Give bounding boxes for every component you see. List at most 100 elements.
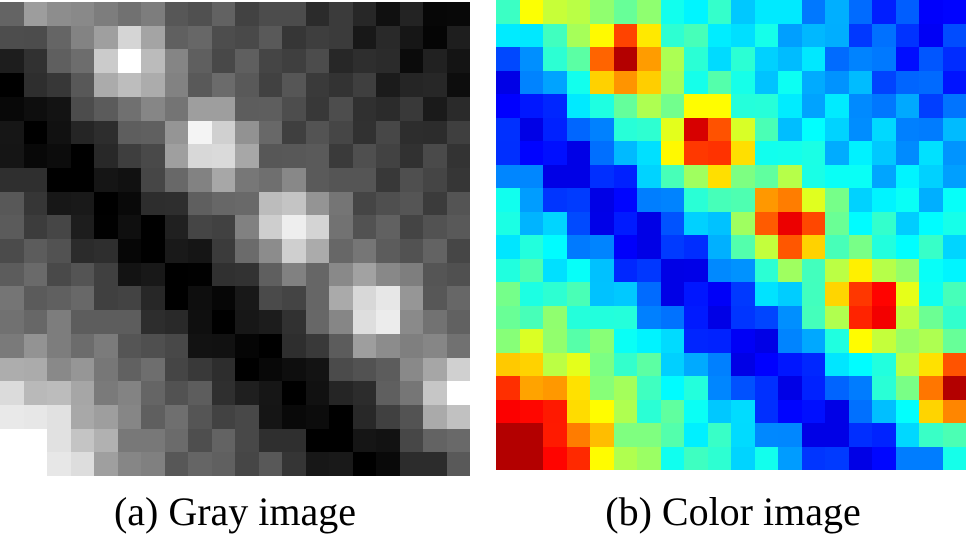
color-pixel [684,70,708,94]
gray-pixel [329,357,353,382]
color-pixel [543,70,567,94]
gray-pixel [329,96,353,121]
color-pixel [496,70,520,94]
gray-pixel [399,333,423,358]
gray-pixel [94,2,118,26]
gray-pixel [70,286,94,311]
color-pixel [778,446,802,470]
gray-pixel [47,49,71,74]
gray-pixel [0,452,24,476]
color-pixel [872,282,896,306]
color-pixel [919,329,943,353]
color-pixel [543,399,567,423]
gray-pixel [47,428,71,453]
gray-pixel [211,428,235,453]
color-pixel [637,399,661,423]
color-pixel [637,305,661,329]
gray-pixel [188,381,212,405]
color-pixel [825,258,849,282]
color-pixel [496,23,520,47]
color-pixel [519,329,543,353]
color-pixel [496,141,520,165]
gray-pixel [23,167,47,192]
gray-pixel [399,404,423,429]
gray-pixel [188,428,212,453]
color-pixel [543,211,567,235]
color-pixel [684,329,708,353]
gray-pixel [23,191,47,216]
gray-pixel [423,262,447,287]
gray-pixel [446,310,470,334]
gray-pixel [164,215,188,239]
gray-pixel [94,286,118,311]
gray-pixel [94,239,118,263]
color-pixel [872,446,896,470]
color-pixel [801,376,825,400]
color-pixel [872,117,896,141]
gray-pixel [141,2,165,26]
gray-pixel [258,452,282,476]
gray-pixel [446,333,470,358]
color-pixel [543,47,567,71]
gray-pixel [47,286,71,311]
gray-pixel [23,215,47,239]
color-pixel [942,164,966,188]
color-pixel [731,211,755,235]
gray-pixel [164,73,188,97]
color-pixel [496,117,520,141]
color-pixel [590,235,614,259]
gray-pixel [352,73,376,97]
gray-pixel [188,49,212,74]
gray-pixel [282,144,306,168]
gray-image-grid [0,2,470,476]
gray-pixel [211,381,235,405]
color-pixel [778,188,802,212]
gray-pixel [399,286,423,311]
gray-pixel [329,25,353,50]
gray-pixel [23,96,47,121]
gray-pixel [258,310,282,334]
gray-pixel [446,381,470,405]
gray-pixel [188,239,212,263]
gray-pixel [235,333,259,358]
color-pixel [566,70,590,94]
color-pixel [496,446,520,470]
color-pixel [637,329,661,353]
color-pixel [707,423,731,447]
color-pixel [731,446,755,470]
gray-pixel [211,310,235,334]
gray-pixel [235,262,259,287]
color-pixel [872,258,896,282]
color-pixel [801,399,825,423]
gray-pixel [352,239,376,263]
gray-pixel [47,310,71,334]
color-pixel [919,446,943,470]
gray-pixel [329,333,353,358]
gray-pixel [117,2,141,26]
gray-pixel [117,286,141,311]
color-pixel [825,446,849,470]
color-pixel [613,235,637,259]
gray-pixel [117,239,141,263]
gray-pixel [376,2,400,26]
gray-pixel [258,144,282,168]
color-pixel [566,376,590,400]
gray-pixel [352,381,376,405]
color-pixel [684,376,708,400]
gray-pixel [282,239,306,263]
gray-pixel [399,49,423,74]
color-pixel [566,446,590,470]
color-pixel [543,94,567,118]
color-pixel [519,141,543,165]
color-pixel [942,70,966,94]
gray-pixel [23,428,47,453]
gray-pixel [399,239,423,263]
gray-pixel [141,310,165,334]
color-pixel [543,352,567,376]
color-pixel [778,211,802,235]
gray-pixel [164,191,188,216]
gray-pixel [117,333,141,358]
gray-pixel [94,167,118,192]
gray-pixel [211,286,235,311]
gray-pixel [258,191,282,216]
